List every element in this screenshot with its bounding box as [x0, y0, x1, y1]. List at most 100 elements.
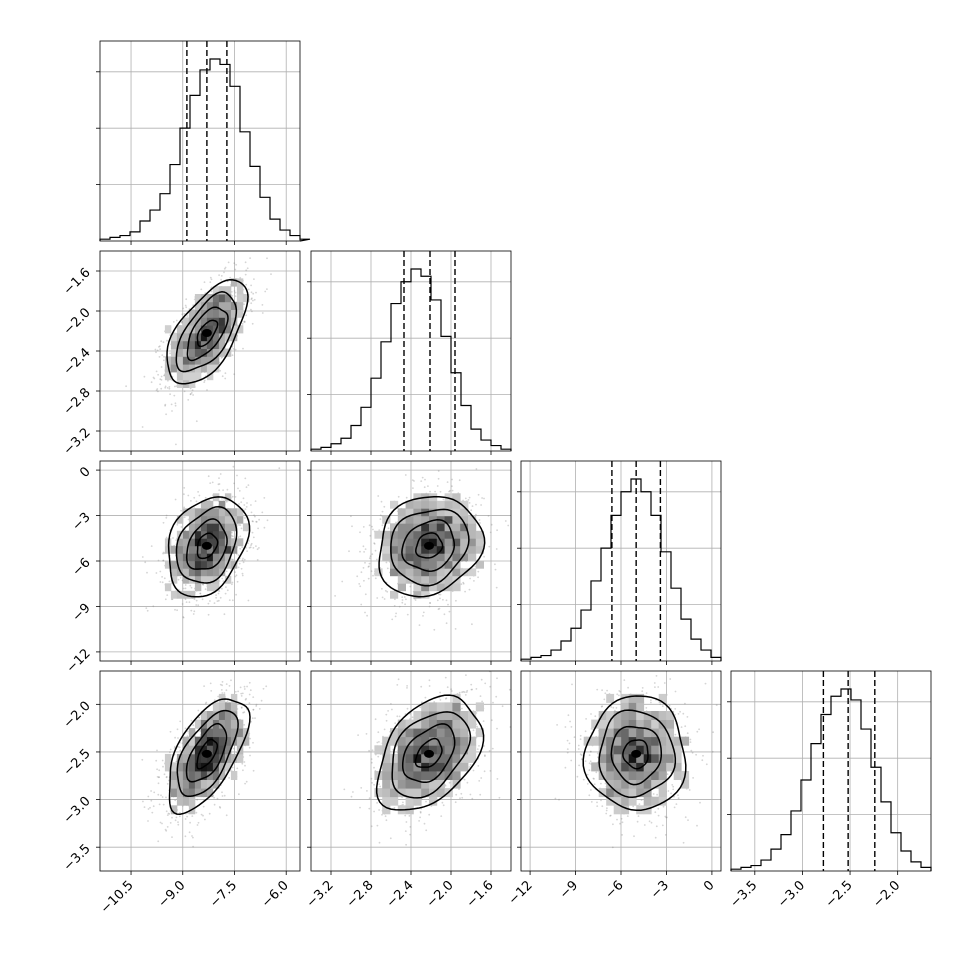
sample-point — [451, 489, 454, 492]
sample-point — [183, 516, 186, 519]
density-block — [236, 301, 244, 310]
density-block — [176, 340, 184, 349]
sample-point — [264, 290, 267, 293]
sample-point — [266, 519, 269, 522]
sample-point — [204, 588, 207, 591]
sample-point — [464, 497, 467, 500]
density-block — [468, 553, 477, 562]
sample-point — [175, 385, 178, 387]
sample-point — [386, 567, 389, 570]
density-block — [429, 560, 438, 569]
sample-point — [174, 402, 177, 405]
sample-point — [203, 281, 206, 284]
density-block — [182, 333, 190, 342]
sample-point — [278, 467, 281, 470]
sample-point — [238, 562, 241, 565]
sample-point — [246, 502, 248, 504]
density-block — [188, 590, 196, 599]
density-block — [212, 508, 220, 517]
density-block — [188, 379, 196, 388]
sample-point — [239, 276, 242, 279]
sample-point — [443, 613, 446, 616]
sample-point — [162, 559, 165, 562]
sample-point — [475, 503, 477, 506]
sample-point — [234, 291, 237, 294]
sample-point — [403, 596, 406, 598]
sample-point — [160, 379, 163, 381]
sample-point — [226, 589, 229, 592]
sample-point — [387, 527, 390, 530]
sample-point — [174, 498, 177, 501]
sample-point — [165, 516, 168, 519]
density-block — [212, 309, 220, 318]
density-block — [194, 309, 202, 318]
sample-point — [263, 526, 266, 529]
sample-point — [152, 805, 155, 808]
sample-point — [191, 389, 194, 392]
sample-point — [246, 267, 249, 270]
sample-point — [477, 570, 480, 573]
sample-point — [234, 268, 237, 271]
sample-point — [235, 263, 238, 266]
density-block — [176, 364, 184, 373]
density-block — [218, 508, 226, 517]
density-block — [170, 340, 178, 349]
density-block — [218, 560, 226, 569]
sample-point — [225, 500, 228, 503]
density-block — [206, 301, 214, 310]
density-block — [206, 372, 214, 381]
density-block — [182, 348, 190, 357]
sample-point — [250, 511, 253, 514]
sample-point — [250, 544, 252, 546]
sample-point — [163, 374, 165, 377]
density-block — [405, 568, 414, 577]
density-block — [194, 348, 202, 357]
sample-point — [483, 555, 485, 558]
sample-point — [490, 523, 493, 526]
density-block — [460, 538, 469, 547]
sample-point — [245, 547, 247, 549]
sample-point — [406, 613, 409, 616]
density-block — [218, 325, 226, 334]
sample-point — [228, 777, 231, 779]
sample-point — [374, 549, 377, 552]
sample-point — [448, 490, 450, 493]
density-block — [236, 309, 244, 318]
sample-point — [157, 390, 159, 393]
sample-point — [247, 542, 249, 545]
sample-point — [409, 585, 412, 588]
density-block — [194, 301, 202, 310]
sample-point — [201, 583, 204, 586]
sample-point — [157, 373, 160, 376]
y-tick-label: −2.0 — [61, 305, 94, 338]
sample-point — [247, 484, 250, 486]
sample-point — [244, 321, 246, 323]
sample-point — [445, 622, 448, 625]
sample-point — [255, 545, 257, 547]
density-block — [218, 348, 226, 357]
contour-line — [186, 306, 229, 362]
density-block — [200, 333, 208, 342]
sample-point — [161, 354, 164, 356]
sample-point — [221, 497, 223, 500]
sample-point — [376, 597, 379, 599]
histogram-panel-1 — [307, 250, 512, 455]
sample-point — [147, 820, 149, 822]
density-block — [200, 348, 208, 357]
sample-point — [199, 592, 202, 595]
y-tick-label: −6 — [70, 555, 94, 579]
sample-point — [146, 571, 148, 574]
sample-point — [238, 490, 241, 492]
sample-point — [479, 522, 481, 524]
sample-point — [218, 274, 221, 276]
density-block — [444, 538, 453, 547]
histogram-panel-3: −3.5 −3.0 −2.5 −2.0 — [727, 670, 932, 911]
sample-point — [261, 304, 264, 306]
sample-point — [155, 370, 158, 373]
sample-point — [158, 803, 161, 806]
y-tick-label: −2.8 — [61, 385, 94, 418]
sample-point — [230, 291, 233, 293]
sample-point — [175, 443, 177, 446]
density-block — [194, 294, 202, 303]
sample-point — [220, 275, 223, 277]
